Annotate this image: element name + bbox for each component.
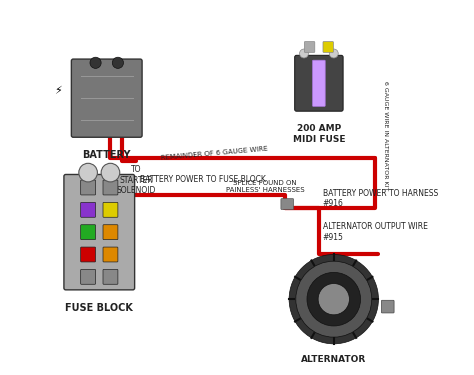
FancyBboxPatch shape <box>281 199 293 210</box>
Text: 200 AMP
MIDI FUSE: 200 AMP MIDI FUSE <box>292 124 345 144</box>
FancyBboxPatch shape <box>64 174 135 290</box>
Text: BATTERY POWER TO FUSE BLOCK: BATTERY POWER TO FUSE BLOCK <box>140 175 266 184</box>
Circle shape <box>300 49 309 58</box>
FancyBboxPatch shape <box>103 202 118 217</box>
FancyBboxPatch shape <box>81 202 96 217</box>
Text: FUSE BLOCK: FUSE BLOCK <box>65 303 133 313</box>
Text: SPLICE FOUND ON
PAINLESS' HARNESSES: SPLICE FOUND ON PAINLESS' HARNESSES <box>226 180 304 193</box>
FancyBboxPatch shape <box>103 180 118 195</box>
FancyBboxPatch shape <box>103 247 118 262</box>
FancyBboxPatch shape <box>103 225 118 240</box>
Circle shape <box>307 272 361 326</box>
Text: ⚡: ⚡ <box>55 86 62 96</box>
FancyBboxPatch shape <box>304 42 315 53</box>
Circle shape <box>329 49 338 58</box>
Circle shape <box>289 255 378 344</box>
Text: REMAINDER OF 6 GAUGE WIRE: REMAINDER OF 6 GAUGE WIRE <box>161 146 268 162</box>
Circle shape <box>112 57 123 68</box>
Circle shape <box>90 57 101 68</box>
FancyBboxPatch shape <box>81 225 96 240</box>
Text: BATTERY POWER TO HARNESS
#916: BATTERY POWER TO HARNESS #916 <box>323 189 438 209</box>
Text: BATTERY: BATTERY <box>82 150 131 160</box>
Circle shape <box>101 163 120 182</box>
FancyBboxPatch shape <box>323 42 333 53</box>
FancyBboxPatch shape <box>103 269 118 284</box>
FancyBboxPatch shape <box>81 180 96 195</box>
FancyBboxPatch shape <box>72 59 142 137</box>
FancyBboxPatch shape <box>295 56 343 111</box>
FancyBboxPatch shape <box>382 300 394 313</box>
Circle shape <box>318 284 349 315</box>
Text: TO
STARTER
SOLENOID: TO STARTER SOLENOID <box>117 165 156 195</box>
Circle shape <box>79 163 98 182</box>
FancyBboxPatch shape <box>81 247 96 262</box>
Text: ALTERNATOR OUTPUT WIRE
#915: ALTERNATOR OUTPUT WIRE #915 <box>323 222 428 242</box>
Text: ALTERNATOR: ALTERNATOR <box>301 355 366 364</box>
Circle shape <box>296 261 372 337</box>
FancyBboxPatch shape <box>312 60 325 106</box>
FancyBboxPatch shape <box>81 269 96 284</box>
Text: 6 GAUGE WIRE IN ALTERNATOR KIT: 6 GAUGE WIRE IN ALTERNATOR KIT <box>383 81 388 190</box>
